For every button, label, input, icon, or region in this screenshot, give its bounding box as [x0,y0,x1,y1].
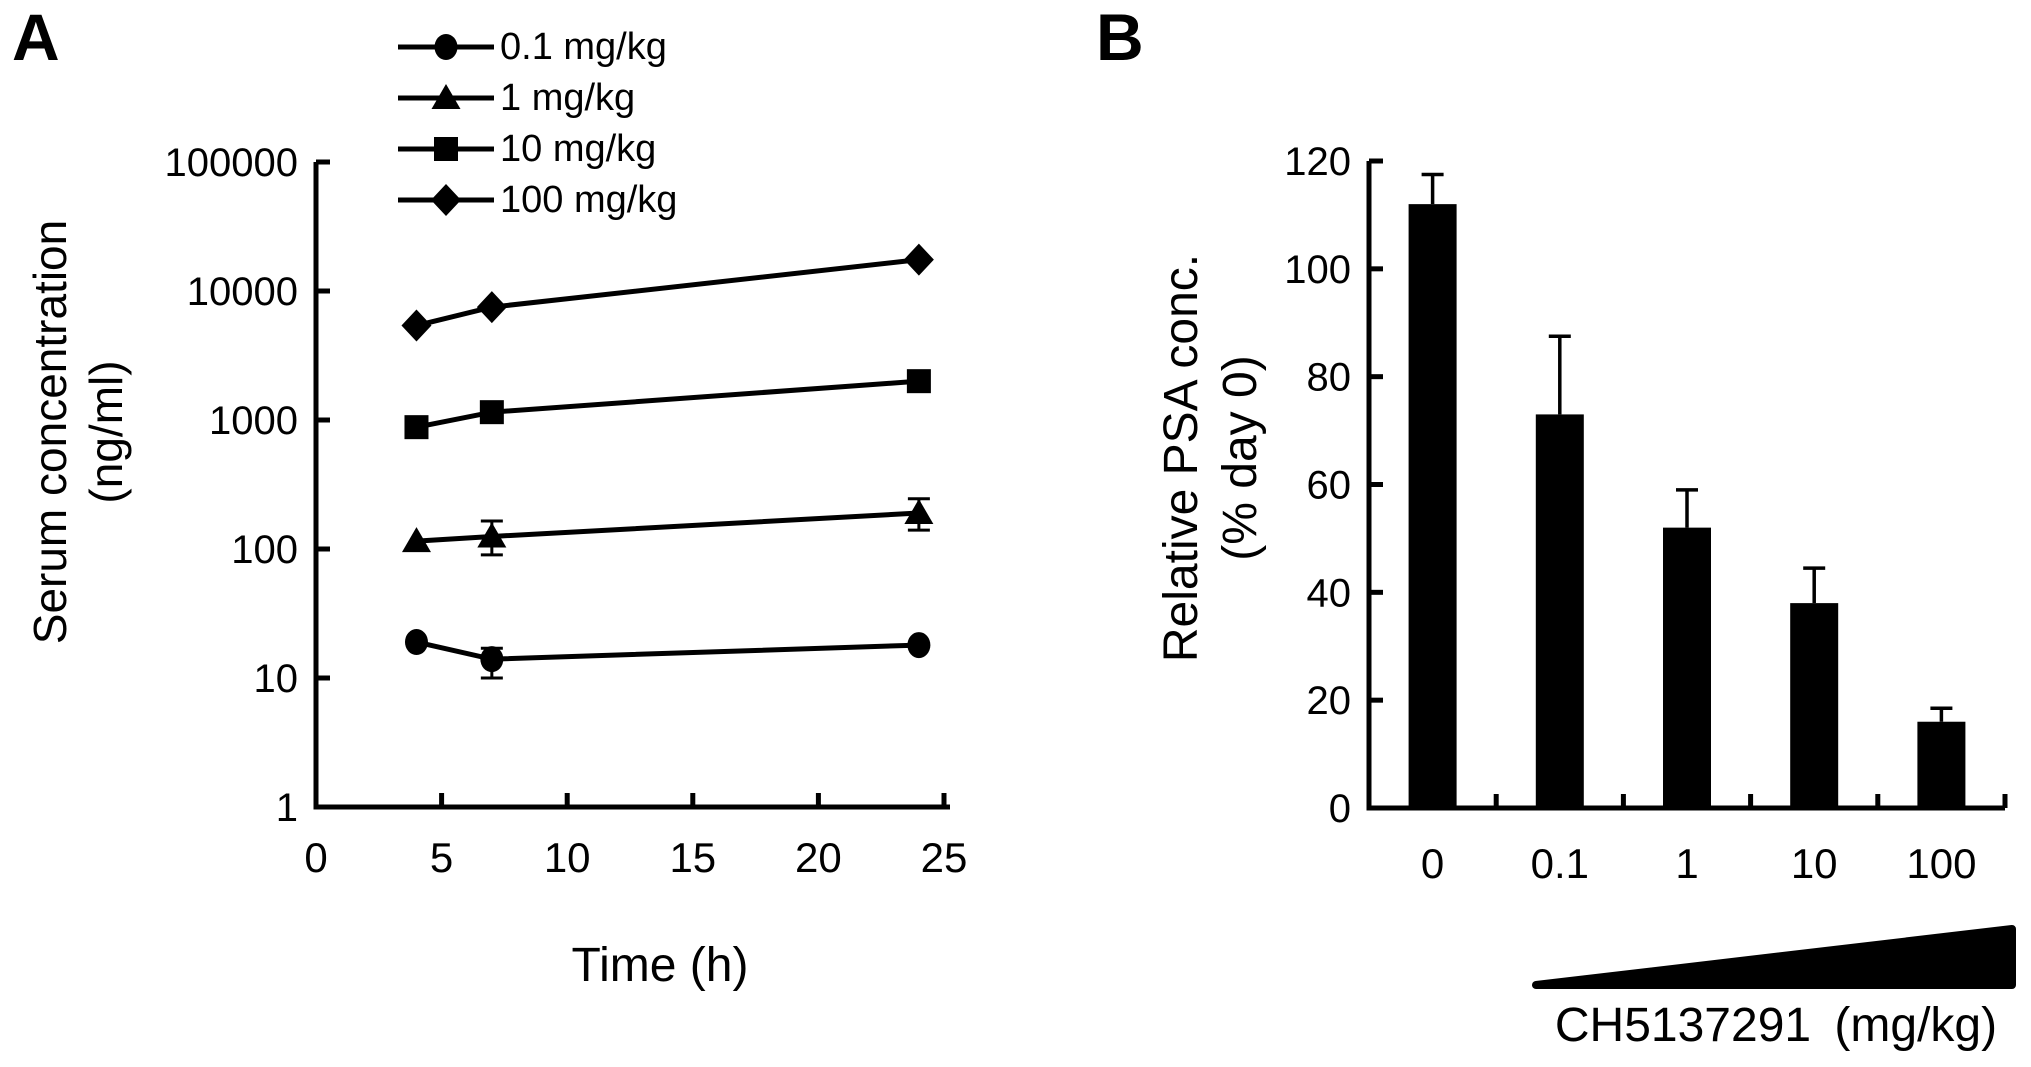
data-point-marker-diamond [401,309,432,342]
data-point-marker-diamond [476,291,507,324]
bar [1408,204,1457,809]
panel-a-y-tick-label: 10 [254,657,299,701]
data-point-marker-square [906,369,931,394]
panel-b-y-tick-label: 20 [1307,679,1352,723]
legend-marker-diamond-icon [398,183,494,216]
legend-item-0-1-mgkg: 0.1 mg/kg [398,21,677,72]
bar [1917,721,1966,808]
data-point-marker-diamond [903,243,934,276]
data-point-marker-square [404,415,429,440]
panel-b-y-tick-label: 0 [1329,787,1351,831]
panel-b-y-tick-label: 40 [1307,571,1352,615]
data-point-marker-circle [480,646,504,673]
panel-a-y-tick-label: 10000 [187,270,298,314]
legend-label: 10 mg/kg [500,127,657,170]
legend-marker-square-icon [398,136,494,161]
data-point-marker-circle [907,632,931,659]
legend-marker-triangle-icon [398,83,494,109]
panel-b-y-axis-title: Relative PSA conc. (% day 0) [1153,158,1271,758]
legend-item-10-mgkg: 10 mg/kg [398,123,677,174]
panel-b-y-tick-label: 60 [1307,464,1352,508]
bar [1663,527,1711,808]
panel-a-x-tick-label: 10 [544,834,591,881]
panel-b-y-tick-label: 120 [1284,140,1351,184]
legend-label: 1 mg/kg [500,76,636,119]
panel-a-y-axis-title-line1: Serum concentration [24,219,76,645]
panel-b-x-tick-label: 0.1 [1531,840,1589,887]
panel-b-y-axis-title-line1: Relative PSA conc. [1155,253,1208,663]
panel-b-letter: B [1096,0,1144,74]
panel-a-axis-line [313,162,950,810]
legend-marker-circle-icon [398,33,494,60]
panel-b-x-axis-title: CH5137291 (mg/kg) [1554,999,1998,1052]
bar [1535,414,1584,808]
panel-a-x-tick-label: 20 [795,834,842,881]
panel-a-y-tick-label: 1000 [209,399,298,443]
panel-a-x-tick-label: 0 [304,834,327,881]
panel-b-x-tick-label: 10 [1791,840,1838,887]
panel-b-x-tick-label: 1 [1675,840,1698,887]
panel-b-y-axis-title-line2: (% day 0) [1213,355,1267,561]
panel-a-y-axis-title-line2: (ng/ml) [80,360,133,504]
data-point-marker-circle [404,629,428,656]
data-point-marker-square [479,400,504,425]
panel-a-legend: 0.1 mg/kg 1 mg/kg 10 mg/kg 100 mg/kg [398,21,677,225]
legend-item-100-mgkg: 100 mg/kg [398,174,677,225]
bar [1790,603,1839,808]
panel-b-y-tick-label: 80 [1307,356,1352,400]
data-point-marker-triangle [477,522,507,548]
panel-b-x-tick-label: 100 [1906,840,1976,887]
dose-wedge-icon [1532,925,2016,989]
panel-b-x-tick-label: 0 [1421,840,1444,887]
legend-label: 100 mg/kg [500,178,678,221]
panel-b-y-tick-label: 100 [1284,248,1351,292]
panel-a-x-axis-title: Time (h) [571,939,749,992]
panel-a-letter: A [12,0,60,74]
panel-a-x-tick-label: 15 [669,834,716,881]
panel-a-y-tick-label: 100000 [165,141,298,185]
panel-a-x-tick-label: 5 [430,834,453,881]
data-point-marker-triangle [401,527,431,553]
panel-a-y-axis-title: Serum concentration (ng/ml) [22,132,134,732]
data-point-marker-triangle [904,499,934,525]
panel-a-x-tick-label: 25 [921,834,968,881]
legend-label: 0.1 mg/kg [500,25,667,68]
panel-a-y-tick-label: 1 [276,786,298,830]
legend-item-1-mgkg: 1 mg/kg [398,72,677,123]
panel-a-y-tick-label: 100 [231,528,298,572]
